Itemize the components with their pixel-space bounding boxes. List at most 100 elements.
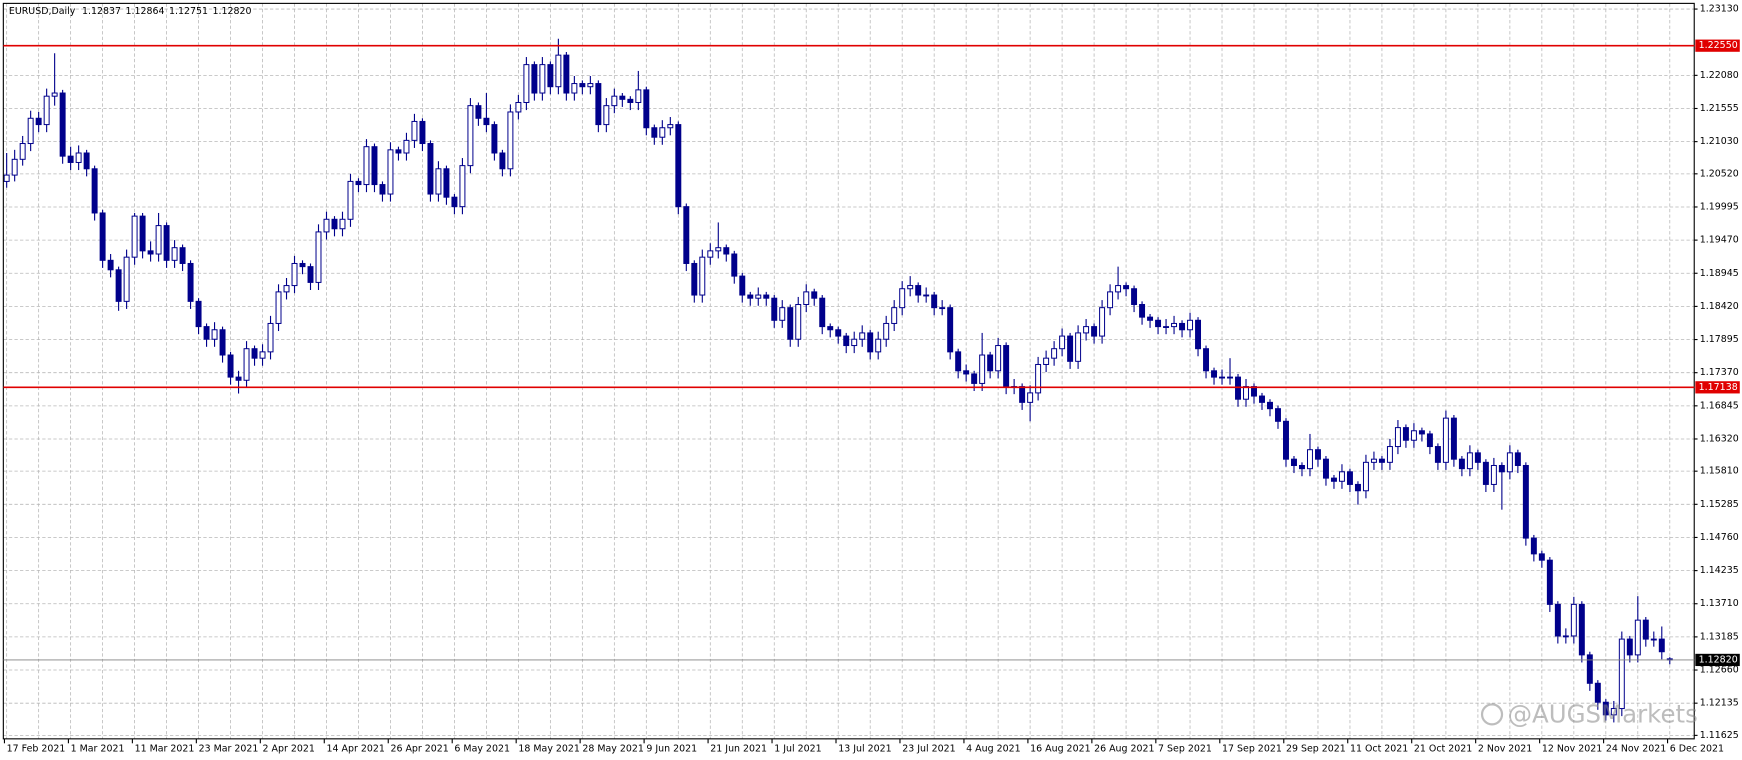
candle-body-bear xyxy=(1299,464,1305,470)
candle-body-bear xyxy=(219,329,226,356)
y-tick-label: 1.13710 xyxy=(1700,598,1739,609)
candle-body-bull xyxy=(1306,449,1313,470)
candle-body-bull xyxy=(1163,326,1170,328)
y-tick-label: 1.19470 xyxy=(1700,235,1739,246)
candle-body-bull xyxy=(715,247,722,252)
y-tick-label: 1.17895 xyxy=(1700,334,1739,345)
candle-body-bear xyxy=(1642,619,1649,640)
candle-body-bull xyxy=(1562,635,1569,638)
candle-body-bull xyxy=(611,95,618,107)
candle-body-bear xyxy=(1530,537,1537,555)
candle-body-bull xyxy=(1394,427,1401,448)
candle-body-bear xyxy=(91,168,98,214)
candle-body-bull xyxy=(1107,291,1114,309)
candle-body-bear xyxy=(811,291,818,299)
candle-body-bull xyxy=(315,231,322,283)
candle-body-bear xyxy=(915,285,922,296)
candle-body-bear xyxy=(1259,395,1265,403)
candle-body-bull xyxy=(1171,322,1178,328)
candle-body-bull xyxy=(211,329,218,340)
y-tick-label: 1.18945 xyxy=(1700,268,1739,279)
candle-body-bear xyxy=(843,335,850,347)
candle-body-bull xyxy=(667,124,674,129)
candle-body-bear xyxy=(307,266,314,283)
x-tick-label: 6 May 2021 xyxy=(454,743,510,754)
candle-body-bull xyxy=(515,101,522,113)
candle-body-bull xyxy=(891,307,898,324)
candle-body-bull xyxy=(659,127,666,138)
candle-body-bear xyxy=(1195,319,1202,350)
candle-body-bull xyxy=(459,165,466,208)
candle-body-bear xyxy=(947,307,954,353)
candle-body-bear xyxy=(1418,430,1425,435)
candle-body-bull xyxy=(1083,326,1090,334)
candle-body-bull xyxy=(587,83,594,88)
candle-body-bear xyxy=(1554,603,1561,637)
y-tick-label: 1.11625 xyxy=(1700,730,1739,741)
candle-body-bull xyxy=(1490,464,1497,485)
candle-body-bear xyxy=(595,83,602,126)
candle-body-bear xyxy=(475,105,482,119)
candle-body-bull xyxy=(571,83,578,94)
y-tick-label: 1.16845 xyxy=(1700,400,1739,411)
candle-body-bull xyxy=(467,105,474,167)
y-tick-label: 1.12135 xyxy=(1700,698,1739,709)
x-tick-label: 28 May 2021 xyxy=(582,743,644,754)
candle-body-bull xyxy=(1099,307,1106,337)
candle-body-bear xyxy=(955,351,962,372)
candle-body-bear xyxy=(931,294,938,309)
candle-body-bull xyxy=(11,158,18,176)
candle-body-bear xyxy=(419,120,426,145)
candle-body-bear xyxy=(747,294,754,299)
y-tick-label: 1.14760 xyxy=(1700,532,1739,543)
symbol: EURUSD,Daily xyxy=(9,6,76,17)
chart-header: EURUSD,Daily 1.12837 1.12864 1.12751 1.12820 xyxy=(9,6,252,17)
candle-body-bear xyxy=(163,225,170,261)
candle-body-bear xyxy=(1322,458,1329,479)
candle-body-bull xyxy=(363,146,370,186)
candles xyxy=(3,38,1673,723)
candle-body-bear xyxy=(627,98,634,103)
candle-body-bull xyxy=(1035,363,1042,394)
candle-body-bear xyxy=(115,269,122,302)
candle-body-bear xyxy=(1131,288,1138,306)
candle-body-bull xyxy=(883,322,890,340)
low-label: 1.12751 xyxy=(169,6,208,17)
candle-body-bear xyxy=(643,89,650,129)
y-tick-label: 1.15810 xyxy=(1700,466,1739,477)
candle-body-bear xyxy=(1658,638,1665,653)
candle-body-bear xyxy=(1402,427,1409,441)
candle-body-bull xyxy=(267,322,274,353)
candle-body-bear xyxy=(1450,417,1457,460)
watermark-icon xyxy=(1480,703,1504,726)
watermark-text: @AUGSMarkets xyxy=(1508,700,1698,729)
candle-body-bear xyxy=(203,326,210,340)
candle-body-bear xyxy=(547,64,554,88)
candle-body-bull xyxy=(155,225,162,255)
x-tick-label: 21 Jun 2021 xyxy=(710,743,767,754)
candle-body-bull xyxy=(1043,357,1050,365)
candle-body-bull xyxy=(1466,452,1473,470)
candle-body-bull xyxy=(539,64,546,94)
x-tick-label: 26 Aug 2021 xyxy=(1094,743,1154,754)
candle-body-bear xyxy=(1378,458,1385,463)
candle-body-bear xyxy=(723,247,730,255)
candle-body-bear xyxy=(1474,452,1481,463)
candle-body-bear xyxy=(139,215,146,252)
candle-body-bear xyxy=(99,212,106,261)
candle-body-bull xyxy=(699,256,706,296)
candle-body-bear xyxy=(971,373,978,384)
candle-body-bear xyxy=(1434,446,1441,463)
candle-body-bear xyxy=(787,307,794,340)
open-label: 1.12837 xyxy=(82,6,121,17)
x-tick-label: 18 May 2021 xyxy=(518,743,580,754)
candle-body-bear xyxy=(1578,603,1585,656)
candle-body-bear xyxy=(451,196,458,208)
candle-body-bear xyxy=(483,117,490,126)
candle-body-bear xyxy=(395,149,402,154)
candle-body-bear xyxy=(35,117,42,126)
candle-body-bear xyxy=(531,64,538,94)
candle-body-bull xyxy=(259,351,266,359)
candle-body-bull xyxy=(403,139,410,154)
candle-body-bull xyxy=(51,92,58,97)
